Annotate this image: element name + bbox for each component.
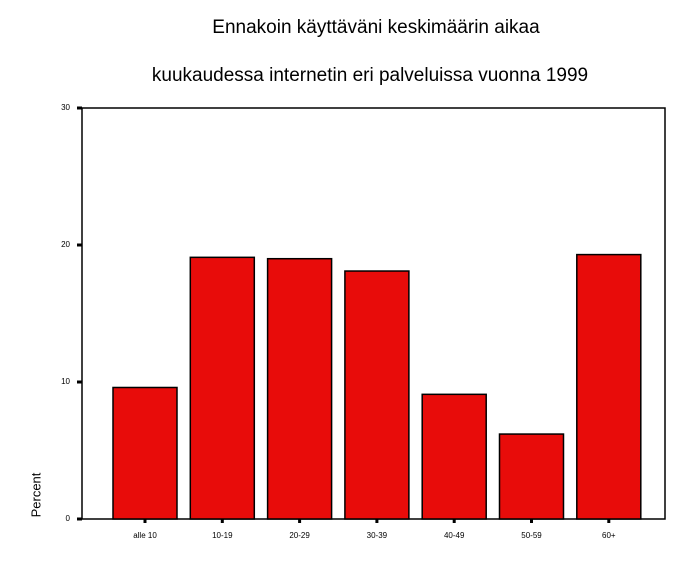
bar [344,270,410,520]
y-tick-label: 30 [61,103,70,112]
bar [189,256,256,520]
bar [421,393,487,520]
y-axis-label: Percent [28,472,43,517]
y-tick-label: 20 [61,240,70,249]
bar [576,253,642,520]
chart-title: Ennakoin käyttäväni keskimäärin aikaa [212,17,540,38]
x-tick-label: 60+ [602,531,616,540]
chart-title: kuukaudessa internetin eri palveluissa v… [152,65,588,86]
x-tick-label: 40-49 [444,531,465,540]
y-tick-label: 0 [66,514,71,523]
bar [266,257,333,520]
x-tick-label: 30-39 [367,531,388,540]
bar [112,386,178,520]
y-tick-label: 10 [61,377,70,386]
x-tick-label: 10-19 [212,531,233,540]
x-tick-label: 20-29 [289,531,310,540]
x-tick-label: 50-59 [521,531,542,540]
bar [498,433,565,520]
x-tick-label: alle 10 [133,531,157,540]
